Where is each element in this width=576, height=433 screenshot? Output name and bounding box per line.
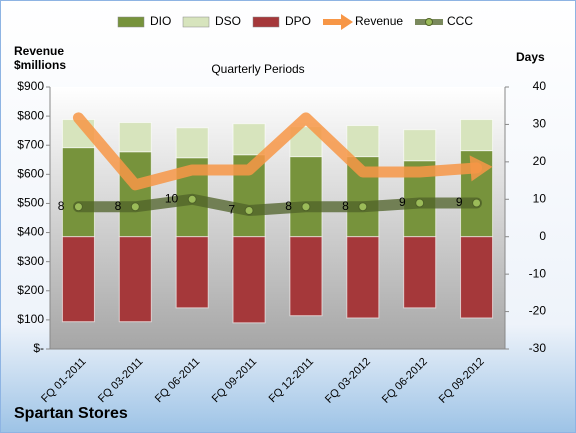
bar <box>232 123 266 156</box>
data-label: 7 <box>228 203 235 217</box>
y-axis-label: Revenue $millions <box>14 44 66 72</box>
y2-tick-label: -10 <box>529 266 547 280</box>
ccc-point <box>415 198 425 208</box>
y2-tick-label: -20 <box>529 304 547 318</box>
legend-swatch <box>182 16 210 28</box>
ccc-point <box>187 194 197 204</box>
y-tick-label: $100 <box>17 312 44 326</box>
data-label: 8 <box>115 199 122 213</box>
legend-swatch <box>425 18 433 26</box>
bar <box>61 147 95 238</box>
y-tick-label: $800 <box>17 108 44 122</box>
legend-label: DPO <box>285 14 311 28</box>
bar <box>118 122 152 153</box>
bar <box>118 236 152 323</box>
bar <box>289 236 323 317</box>
bar <box>460 119 494 152</box>
y-tick-label: $400 <box>17 225 44 239</box>
bar <box>460 236 494 319</box>
data-label: 8 <box>342 199 349 213</box>
data-label: 9 <box>456 195 463 209</box>
plot-area <box>50 87 505 349</box>
legend-label: DSO <box>215 14 241 28</box>
y-axis-label: Revenue $millions <box>14 44 66 72</box>
y2-tick-label: 20 <box>533 154 547 168</box>
bar <box>346 236 380 319</box>
legend-label: Revenue <box>355 14 403 28</box>
bar <box>232 236 266 324</box>
ccc-line <box>72 193 483 217</box>
ccc-point <box>358 202 368 212</box>
y2-tick-label: 30 <box>533 117 547 131</box>
company-name: Spartan Stores <box>14 405 128 422</box>
ccc-point <box>73 202 83 212</box>
y2-tick-label: 40 <box>533 79 547 93</box>
y-tick-label: $700 <box>17 137 44 151</box>
legend-swatch <box>117 16 145 28</box>
chart-title: Quarterly Periods <box>211 62 304 76</box>
data-label: 10 <box>165 191 179 205</box>
ccc-point <box>472 198 482 208</box>
bar <box>61 236 95 323</box>
ccc-point <box>244 206 254 216</box>
y-tick-label: $200 <box>17 283 44 297</box>
bar <box>403 129 437 162</box>
y2-axis-label: Days <box>516 50 545 64</box>
ccc-point <box>130 202 140 212</box>
bar <box>175 236 209 309</box>
ccc-point <box>301 202 311 212</box>
legend-label: CCC <box>447 14 473 28</box>
y2-tick-label: 10 <box>533 191 547 205</box>
bar <box>403 236 437 309</box>
legend-swatch <box>341 14 353 30</box>
revenue-arrowhead <box>469 155 493 182</box>
data-label: 8 <box>285 199 292 213</box>
bar <box>346 125 380 158</box>
bar <box>175 127 209 159</box>
legend-swatch <box>252 16 280 28</box>
y-tick-label: $300 <box>17 254 44 268</box>
data-label: 8 <box>58 199 65 213</box>
y-tick-label: $500 <box>17 196 44 210</box>
legend: DIO DSO DPO Revenue CCC <box>117 14 473 30</box>
y2-tick-label: 0 <box>539 229 546 243</box>
data-label: 9 <box>399 195 406 209</box>
y-tick-label: $600 <box>17 167 44 181</box>
bar <box>289 156 323 238</box>
y-tick-label: $900 <box>17 79 44 93</box>
y-tick-label: $- <box>33 341 44 355</box>
revenue-line <box>72 112 483 191</box>
legend-label: DIO <box>150 14 171 28</box>
y2-tick-label: -30 <box>529 341 547 355</box>
